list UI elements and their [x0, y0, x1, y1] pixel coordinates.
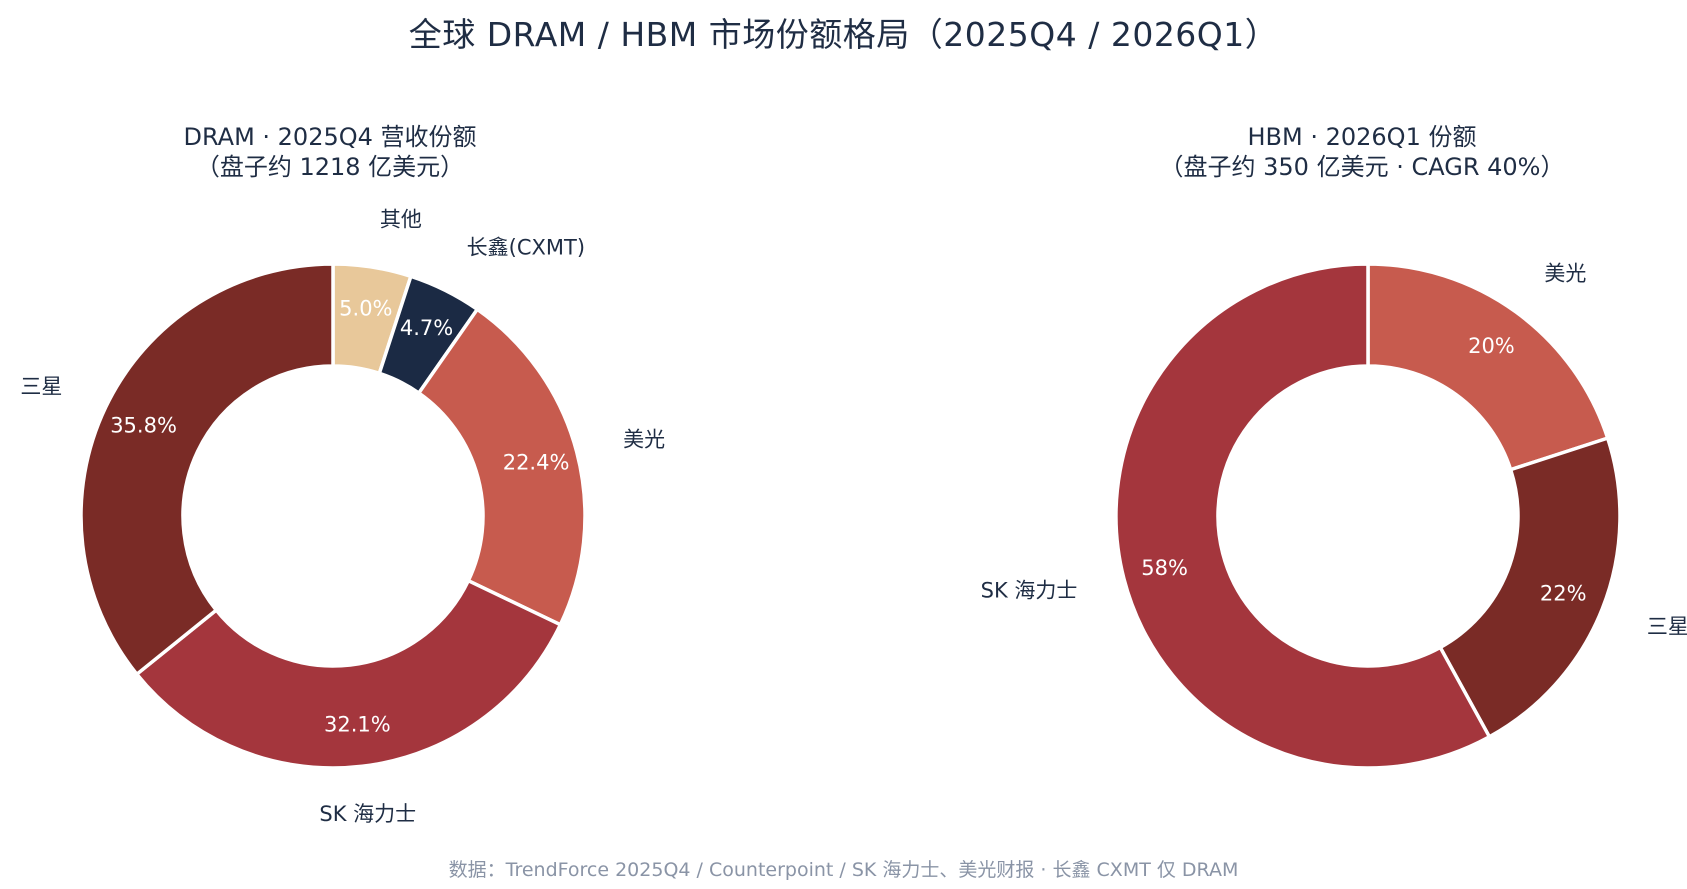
- dram-slice-1-value-label: 4.7%: [400, 316, 453, 340]
- dram-chart-title-block: DRAM · 2025Q4 营收份额 （盘子约 1218 亿美元）: [30, 122, 630, 182]
- dram-slice-0-value-label: 5.0%: [339, 297, 392, 321]
- dram-slice-3-value-label: 32.1%: [324, 713, 391, 737]
- hbm-slice-1-category-label: 三星: [1647, 614, 1687, 638]
- hbm-slice-0-category-label: 美光: [1544, 261, 1586, 285]
- dram-chart-subtitle: （盘子约 1218 亿美元）: [195, 153, 465, 181]
- dram-slice-0-category-label: 其他: [380, 208, 422, 232]
- hbm-slice-2-value-label: 58%: [1141, 556, 1188, 580]
- hbm-chart-title-block: HBM · 2026Q1 份额 （盘子约 350 亿美元 · CAGR 40%）: [1062, 122, 1662, 182]
- hbm-chart-subtitle: （盘子约 350 亿美元 · CAGR 40%）: [1159, 153, 1565, 181]
- hbm-slice-1: [1438, 436, 1622, 739]
- hbm-slice-2-category-label: SK 海力士: [981, 579, 1078, 603]
- page-title: 全球 DRAM / HBM 市场份额格局（2025Q4 / 2026Q1）: [408, 15, 1279, 54]
- dram-slice-1-category-label: 长鑫(CXMT): [467, 235, 585, 259]
- dram-chart-title: DRAM · 2025Q4 营收份额: [183, 123, 477, 151]
- hbm-donut-chart: 20% 美光 22% 三星 58% SK 海力士: [981, 261, 1687, 770]
- dram-slice-4: [79, 262, 335, 676]
- dram-donut-chart: 5.0% 其他 4.7% 长鑫(CXMT) 22.4% 美光 32.1% SK 海力士 35.8…: [20, 208, 665, 826]
- dram-slice-3: [135, 578, 563, 770]
- dram-slice-2-category-label: 美光: [623, 428, 665, 452]
- hbm-slice-2: [1114, 262, 1492, 770]
- dram-slice-2: [417, 307, 587, 627]
- dram-slice-2-value-label: 22.4%: [503, 450, 570, 474]
- dram-slice-4-category-label: 三星: [20, 375, 62, 399]
- hbm-slice-1-value-label: 22%: [1540, 581, 1587, 605]
- hbm-chart-title: HBM · 2026Q1 份额: [1247, 123, 1477, 151]
- dram-slice-3-category-label: SK 海力士: [319, 802, 416, 826]
- hbm-slice-0-value-label: 20%: [1468, 334, 1515, 358]
- dram-slice-4-value-label: 35.8%: [110, 413, 177, 437]
- source-note: 数据：TrendForce 2025Q4 / Counterpoint / SK…: [448, 859, 1239, 881]
- hbm-slice-0: [1366, 262, 1610, 472]
